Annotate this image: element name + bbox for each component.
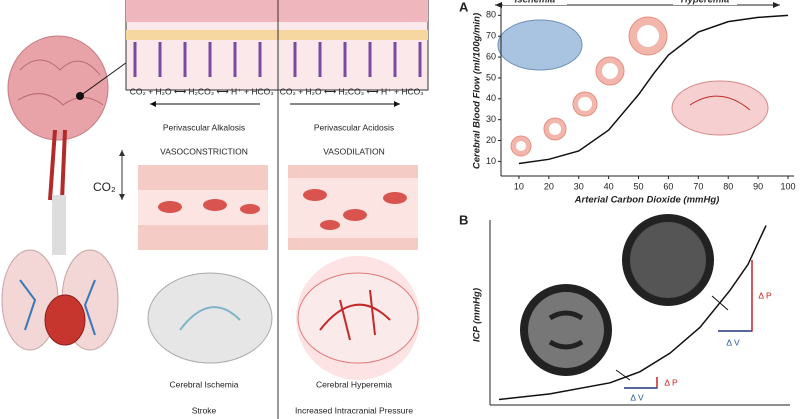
annotation: Δ P	[664, 377, 678, 387]
chart-b-decor	[520, 214, 753, 389]
outcome-label: Increased Intracranial Pressure	[295, 405, 413, 415]
x-tick-label: 10	[514, 181, 524, 191]
y-tick-label: 60	[486, 51, 496, 61]
body-illustration	[1, 35, 131, 351]
outcome-label: Stroke	[192, 405, 217, 415]
state-label: Perivascular Acidosis	[314, 122, 394, 132]
panel-label: B	[459, 212, 468, 227]
panel-label: A	[459, 0, 469, 14]
brain-label: Cerebral Hyperemia	[316, 379, 392, 389]
vessel-label: VASODILATION	[323, 146, 385, 156]
x-tick-label: 50	[634, 181, 644, 191]
annotation: Hyperemia	[681, 0, 730, 6]
x-tick-label: 30	[574, 181, 584, 191]
y-axis-label: ICP (mmHg)	[472, 288, 483, 342]
y-tick-label: 40	[486, 93, 496, 103]
x-tick-label: 80	[723, 181, 733, 191]
y-axis-label: Cerebral Blood Flow (ml/100g/min)	[472, 13, 483, 169]
y-tick-label: 10	[486, 156, 496, 166]
brain-label: Cerebral Ischemia	[170, 379, 239, 389]
annotation: Ischemia	[515, 0, 556, 6]
y-tick-label: 50	[486, 72, 496, 82]
state-label: Perivascular Alkalosis	[163, 122, 245, 132]
vessel-label: VASOCONSTRICTION	[160, 146, 248, 156]
y-tick-label: 30	[486, 114, 496, 124]
membrane-panels	[125, 0, 429, 419]
equation: CO₂ + H₂O ⟷ H₂CO₃ ⟷ H⁺ + HCO₃⁻	[280, 86, 429, 96]
y-tick-label: 70	[486, 31, 496, 41]
y-tick-label: 20	[486, 135, 496, 145]
equation: CO₂ + H₂O ⟷ H₂CO₃ ⟷ H⁺ + HCO₃⁻	[130, 86, 279, 96]
annotation: Δ P	[758, 290, 772, 300]
annotation: Δ V	[726, 337, 740, 347]
co2-label: CO₂	[93, 180, 116, 194]
annotation: Δ V	[630, 392, 644, 402]
annotation-bg	[673, 0, 737, 5]
curve	[498, 225, 767, 401]
x-tick-label: 90	[753, 181, 763, 191]
x-axis-label: Arterial Carbon Dioxide (mmHg)	[574, 195, 720, 206]
x-tick-label: 60	[663, 181, 673, 191]
vessels	[138, 165, 420, 380]
x-tick-label: 40	[604, 181, 614, 191]
chart-a-decor	[495, 2, 780, 157]
curve	[518, 14, 789, 165]
y-tick-label: 80	[486, 10, 496, 20]
x-tick-label: 100	[781, 181, 796, 191]
x-tick-label: 20	[544, 181, 554, 191]
x-tick-label: 70	[693, 181, 703, 191]
annotation-bg	[503, 0, 567, 5]
